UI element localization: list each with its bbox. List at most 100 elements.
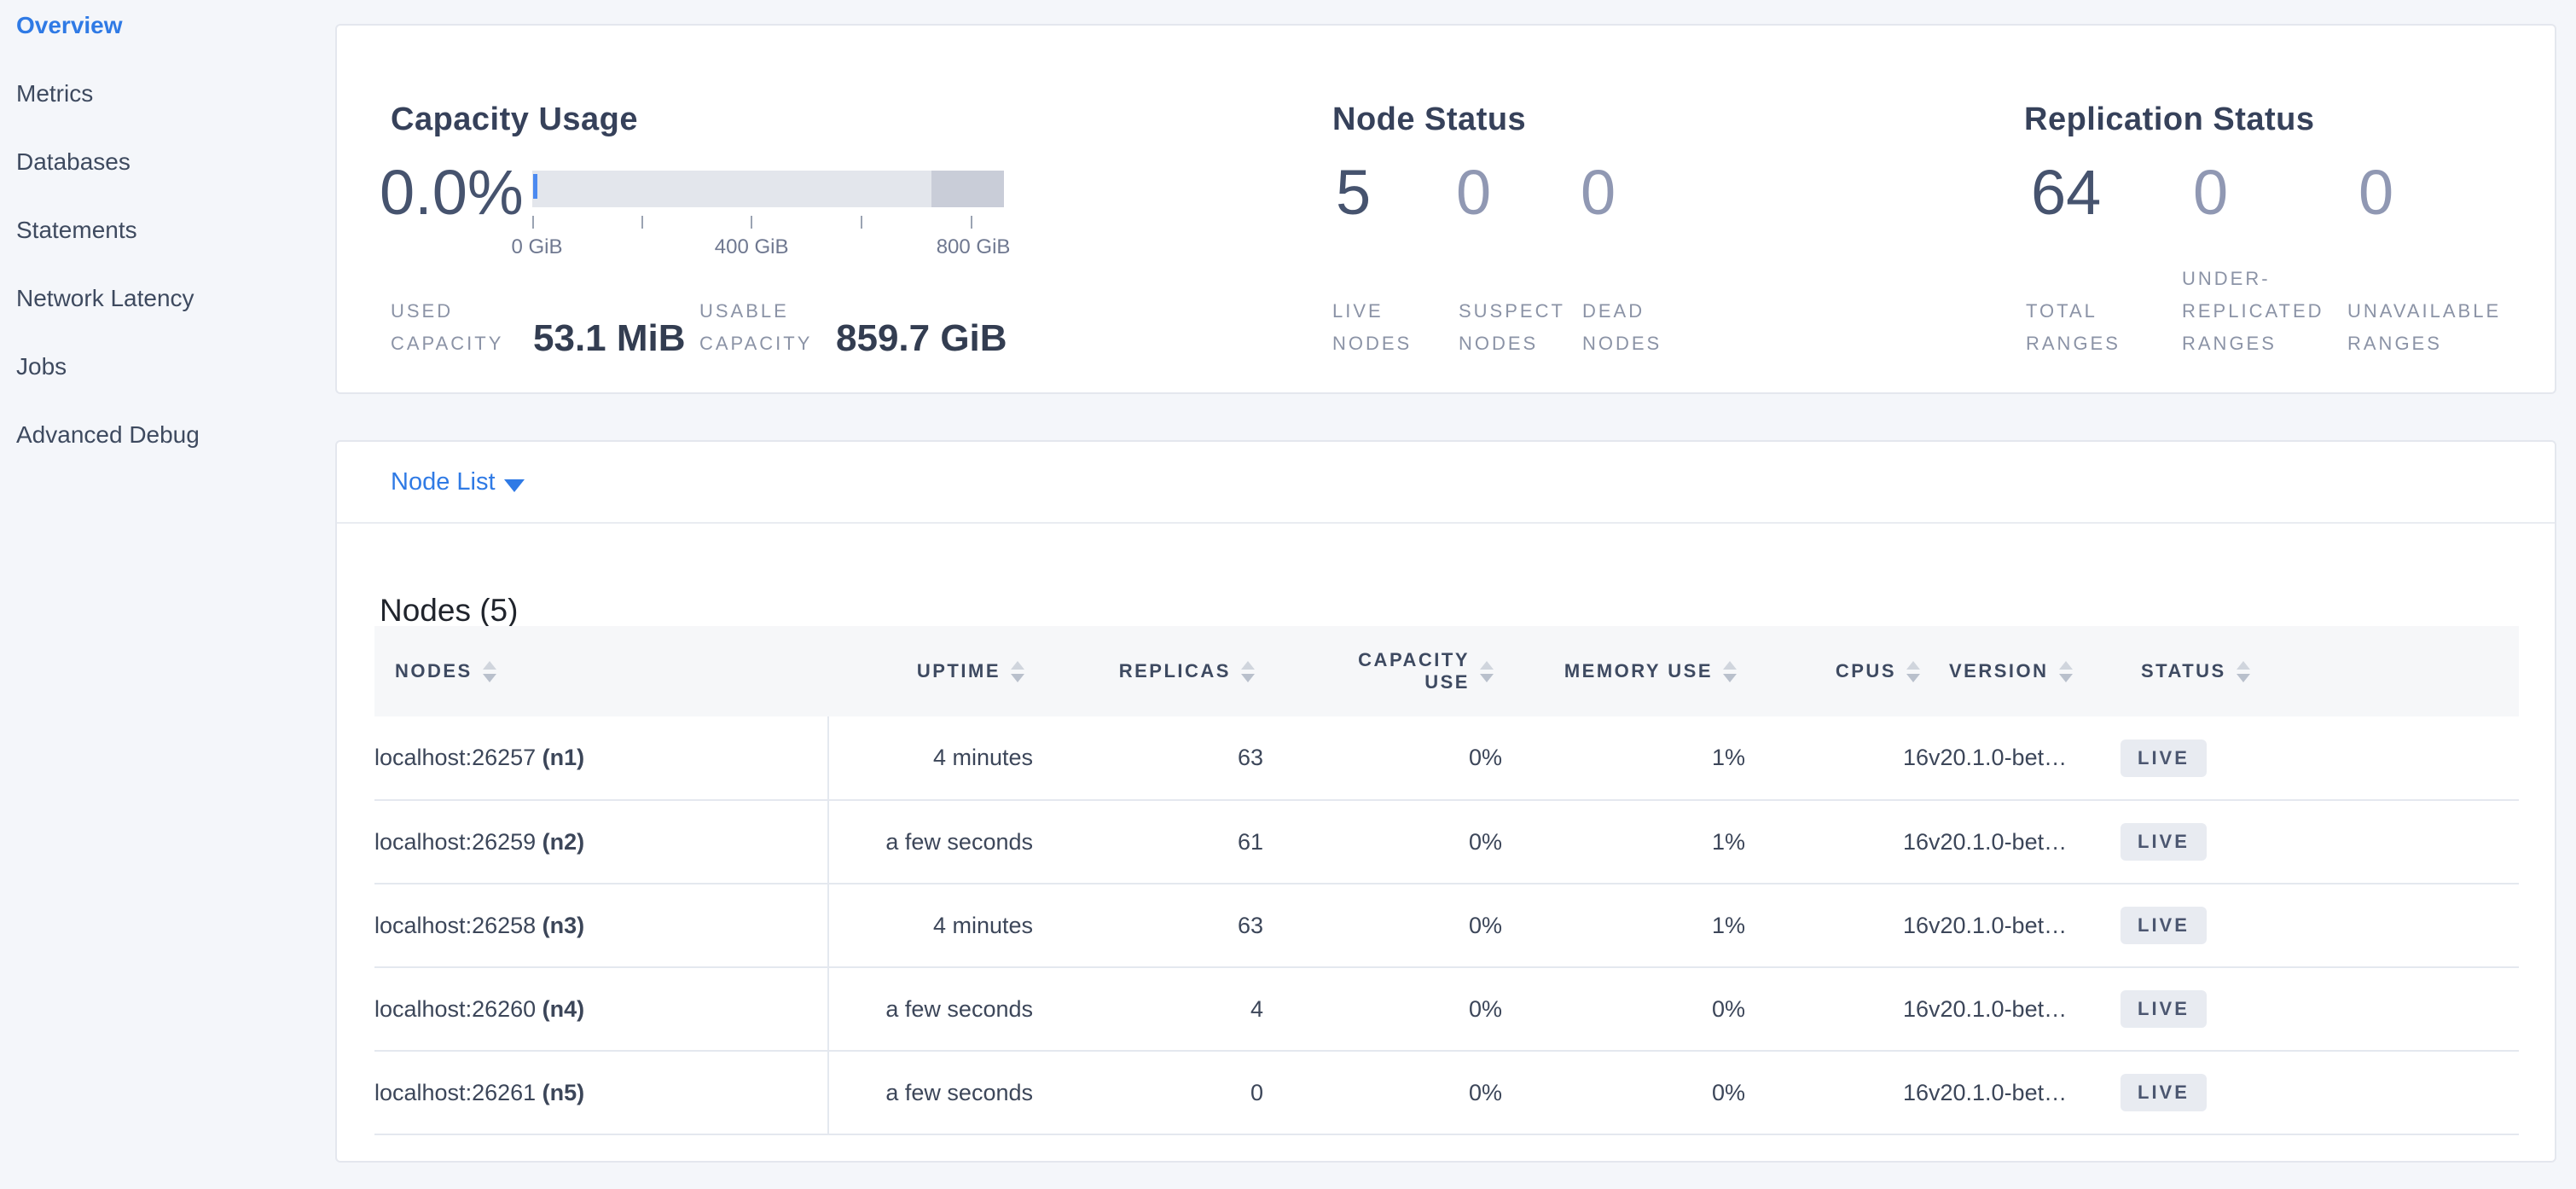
version-cell: v20.1.0-bet… xyxy=(1929,967,2121,1052)
capacity-gauge-reserved-segment xyxy=(931,171,1004,207)
version-cell: v20.1.0-bet… xyxy=(1929,800,2121,884)
sidebar-item-network-latency[interactable]: Network Latency xyxy=(16,285,194,311)
total-ranges-count: 64 xyxy=(2031,157,2102,228)
node-name-cell[interactable]: localhost:26259 (n2) xyxy=(374,800,829,884)
capacity-use-cell: 0% xyxy=(1263,967,1502,1052)
dead-nodes-label: DEAD NODES xyxy=(1582,300,1662,354)
node-id: (n4) xyxy=(542,995,585,1022)
sidebar: Overview Metrics Databases Statements Ne… xyxy=(0,0,333,1189)
column-label: REPLICAS xyxy=(1118,660,1231,682)
memory-use-cell: 1% xyxy=(1502,716,1745,801)
memory-use-cell: 1% xyxy=(1502,884,1745,968)
sort-icon xyxy=(1241,660,1255,682)
node-list-dropdown[interactable]: Node List xyxy=(391,468,496,496)
status-badge: LIVE xyxy=(2121,739,2207,777)
nodes-count-heading: Nodes (5) xyxy=(380,592,519,628)
cpus-cell: 16 xyxy=(1745,716,1929,801)
table-row[interactable]: localhost:26257 (n1) 4 minutes 63 0% 1% 16 v20… xyxy=(374,716,2519,801)
node-name-cell[interactable]: localhost:26261 (n5) xyxy=(374,1051,829,1135)
gauge-tick-label: 0 GiB xyxy=(511,235,563,258)
memory-use-cell: 1% xyxy=(1502,800,1745,884)
used-capacity-value: 53.1 MiB xyxy=(533,317,686,359)
replicas-cell: 61 xyxy=(1033,800,1263,884)
live-nodes-label: LIVE NODES xyxy=(1332,300,1413,354)
capacity-gauge-bar xyxy=(532,171,1004,207)
nodes-card: Node List Nodes (5) NODES UPTIME REPLICA… xyxy=(335,440,2556,1163)
table-row[interactable]: localhost:26258 (n3) 4 minutes 63 0% 1% 16 v20… xyxy=(374,884,2519,968)
uptime-cell: a few seconds xyxy=(828,967,1033,1052)
gauge-tick xyxy=(641,216,643,229)
sort-icon xyxy=(1906,660,1920,682)
node-address: localhost:26260 xyxy=(374,995,542,1022)
table-row[interactable]: localhost:26261 (n5) a few seconds 0 0% 0% 16… xyxy=(374,1051,2519,1135)
chevron-down-icon[interactable] xyxy=(504,479,525,492)
version-cell: v20.1.0-bet… xyxy=(1929,884,2121,968)
table-row[interactable]: localhost:26260 (n4) a few seconds 4 0% 0% 16… xyxy=(374,967,2519,1052)
node-name-cell[interactable]: localhost:26257 (n1) xyxy=(374,716,829,801)
status-badge: LIVE xyxy=(2121,1074,2207,1111)
view-selector-bar: Node List xyxy=(337,442,2555,524)
status-cell: LIVE xyxy=(2121,1051,2519,1135)
version-cell: v20.1.0-bet… xyxy=(1929,1051,2121,1135)
node-id: (n1) xyxy=(542,745,585,770)
column-label: NODES xyxy=(395,660,473,682)
sort-icon xyxy=(1480,660,1494,682)
unavailable-ranges-count: 0 xyxy=(2358,157,2394,228)
node-name-cell[interactable]: localhost:26258 (n3) xyxy=(374,884,829,968)
live-nodes-count: 5 xyxy=(1336,157,1372,228)
capacity-usage-title: Capacity Usage xyxy=(391,101,639,137)
cluster-summary-card: Capacity Usage 0.0% 0 GiB 400 GiB 800 Gi… xyxy=(335,24,2556,394)
cpus-cell: 16 xyxy=(1745,800,1929,884)
dead-nodes-count: 0 xyxy=(1581,157,1616,228)
uptime-cell: 4 minutes xyxy=(828,716,1033,801)
node-address: localhost:26261 xyxy=(374,1079,542,1105)
column-header-capacity-use[interactable]: CAPACITY USE xyxy=(1263,626,1502,716)
column-label: CAPACITY USE xyxy=(1358,649,1470,693)
capacity-gauge-used-segment xyxy=(533,174,537,199)
column-label: VERSION xyxy=(1949,660,2049,682)
column-label: UPTIME xyxy=(916,660,1001,682)
replicas-cell: 63 xyxy=(1033,716,1263,801)
column-header-uptime[interactable]: UPTIME xyxy=(828,626,1033,716)
version-cell: v20.1.0-bet… xyxy=(1929,716,2121,801)
uptime-cell: a few seconds xyxy=(828,800,1033,884)
node-id: (n2) xyxy=(542,828,585,855)
node-name-cell[interactable]: localhost:26260 (n4) xyxy=(374,967,829,1052)
column-header-cpus[interactable]: CPUS xyxy=(1745,626,1929,716)
table-row[interactable]: localhost:26259 (n2) a few seconds 61 0% 1% 1… xyxy=(374,800,2519,884)
uptime-cell: a few seconds xyxy=(828,1051,1033,1135)
memory-use-cell: 0% xyxy=(1502,967,1745,1052)
node-address: localhost:26257 xyxy=(374,745,542,770)
status-cell: LIVE xyxy=(2121,716,2519,801)
status-cell: LIVE xyxy=(2121,967,2519,1052)
table-header-row: NODES UPTIME REPLICAS CAPACITY USE MEMOR… xyxy=(374,626,2519,716)
sidebar-item-overview[interactable]: Overview xyxy=(16,12,123,38)
gauge-tick-label: 800 GiB xyxy=(936,235,1011,258)
unavailable-ranges-label: UNAVAILABLE RANGES xyxy=(2347,300,2502,354)
sidebar-item-metrics[interactable]: Metrics xyxy=(16,80,94,107)
capacity-used-percent: 0.0% xyxy=(380,157,524,228)
used-capacity-label: USED CAPACITY xyxy=(391,300,504,354)
sidebar-item-jobs[interactable]: Jobs xyxy=(16,353,67,380)
status-badge: LIVE xyxy=(2121,823,2207,861)
sidebar-item-statements[interactable]: Statements xyxy=(16,217,137,243)
column-header-status[interactable]: STATUS xyxy=(2121,626,2519,716)
column-header-version[interactable]: VERSION xyxy=(1929,626,2121,716)
sort-icon xyxy=(2058,660,2073,682)
gauge-tick-label: 400 GiB xyxy=(714,235,789,258)
sidebar-item-databases[interactable]: Databases xyxy=(16,148,131,175)
usable-capacity-label: USABLE CAPACITY xyxy=(699,300,813,354)
node-address: localhost:26258 xyxy=(374,912,542,938)
column-header-nodes[interactable]: NODES xyxy=(374,626,828,716)
status-badge: LIVE xyxy=(2121,907,2207,944)
suspect-nodes-label: SUSPECT NODES xyxy=(1459,300,1565,354)
cpus-cell: 16 xyxy=(1745,884,1929,968)
suspect-nodes-count: 0 xyxy=(1456,157,1492,228)
under-replicated-ranges-count: 0 xyxy=(2193,157,2229,228)
node-id: (n3) xyxy=(542,912,585,938)
column-header-memory-use[interactable]: MEMORY USE xyxy=(1502,626,1745,716)
sidebar-item-advanced-debug[interactable]: Advanced Debug xyxy=(16,421,200,448)
column-header-replicas[interactable]: REPLICAS xyxy=(1033,626,1263,716)
gauge-tick xyxy=(751,216,753,229)
sort-icon xyxy=(1011,660,1024,682)
